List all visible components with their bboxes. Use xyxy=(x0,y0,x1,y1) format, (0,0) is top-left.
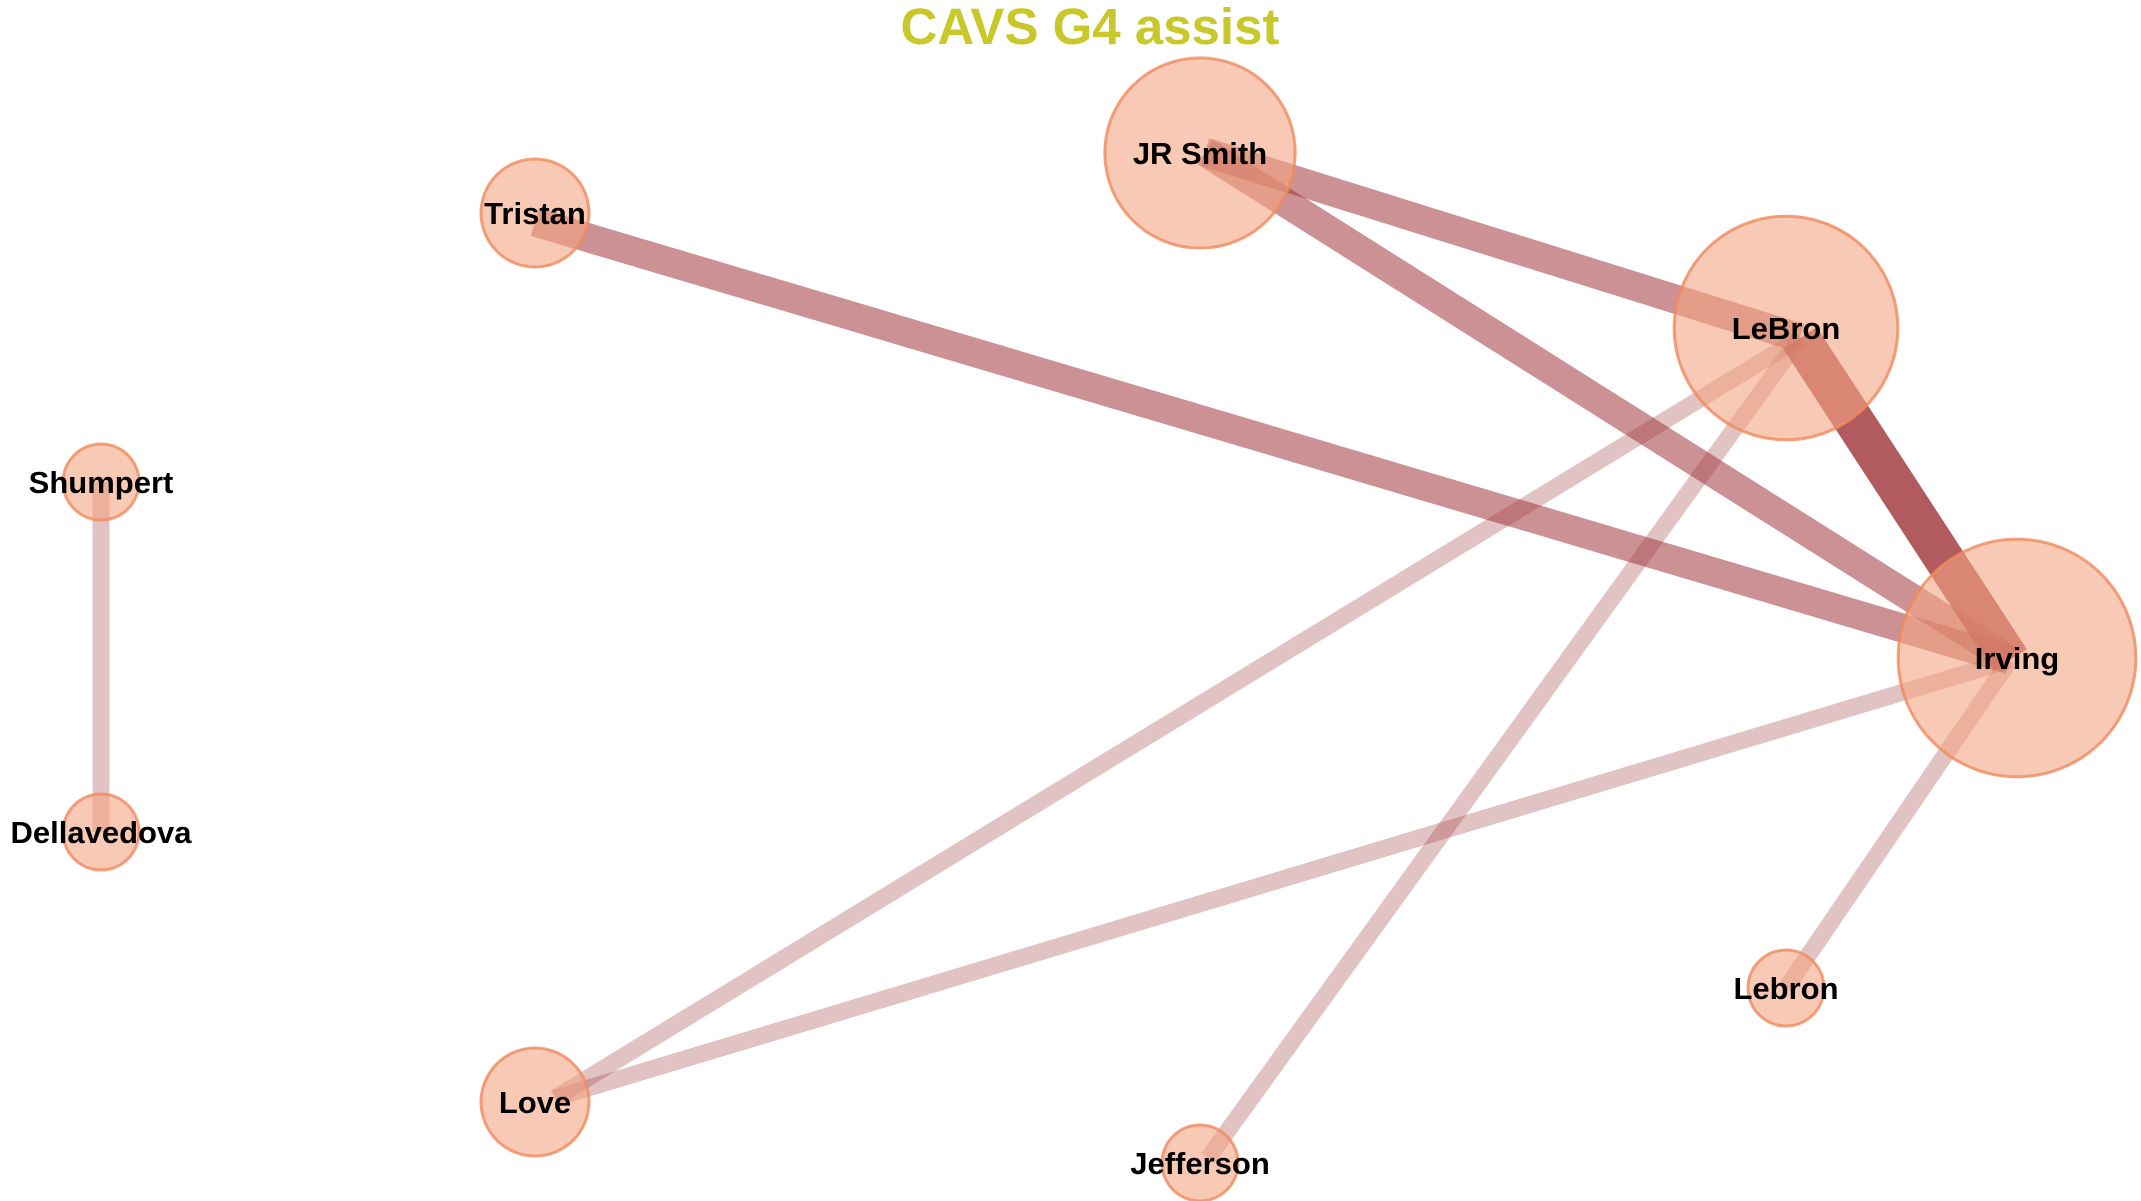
node-love: Love xyxy=(479,1046,591,1158)
node-circle-irving xyxy=(1896,537,2138,779)
node-label-love: Love xyxy=(499,1085,571,1120)
node-circle-jr-smith xyxy=(1103,56,1297,250)
node-jefferson: Jefferson xyxy=(1130,1123,1270,1201)
node-label-lebron: Lebron xyxy=(1733,971,1838,1006)
node-lebron: Lebron xyxy=(1733,948,1839,1028)
edge-jefferson-lebron-cap xyxy=(1201,333,1807,1163)
node-circle-lebron xyxy=(1746,948,1826,1028)
node-circle-jefferson xyxy=(1160,1123,1240,1201)
node-label-shumpert: Shumpert xyxy=(29,465,174,500)
node-jr-smith: JR Smith xyxy=(1103,56,1297,250)
node-label-dellavedova: Dellavedova xyxy=(11,815,193,850)
node-dellavedova: Dellavedova xyxy=(11,792,193,872)
node-circle-dellavedova xyxy=(61,792,141,872)
node-circle-tristan xyxy=(479,157,591,269)
node-irving: Irving xyxy=(1896,537,2138,779)
edge-layer xyxy=(92,138,2027,1163)
node-circle-lebron-cap xyxy=(1672,214,1900,442)
edge-jr-smith-irving xyxy=(1197,139,2018,673)
node-label-lebron-cap: LeBron xyxy=(1732,311,1841,346)
node-layer: JR Smith Tristan LeBron Shumpert Irving Della… xyxy=(11,56,2138,1201)
node-shumpert: Shumpert xyxy=(29,442,174,522)
node-label-jr-smith: JR Smith xyxy=(1133,136,1267,171)
node-tristan: Tristan xyxy=(479,157,591,269)
node-label-irving: Irving xyxy=(1975,641,2059,676)
edge-love-irving xyxy=(552,651,2013,1107)
edge-tristan-irving xyxy=(530,208,2015,674)
node-circle-shumpert xyxy=(61,442,141,522)
node-lebron-cap: LeBron xyxy=(1672,214,1900,442)
node-label-tristan: Tristan xyxy=(484,196,586,231)
node-label-jefferson: Jefferson xyxy=(1130,1146,1270,1181)
graph-title: CAVS G4 assist xyxy=(901,0,1280,55)
node-circle-love xyxy=(479,1046,591,1158)
edge-love-lebron-cap xyxy=(550,330,1805,1106)
